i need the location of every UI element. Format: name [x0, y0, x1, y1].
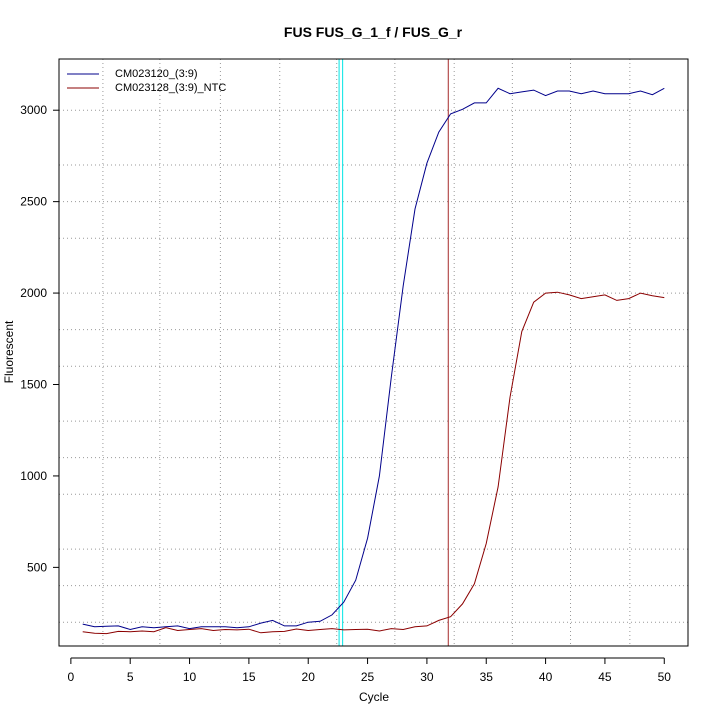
x-tick-label-7: 35	[480, 670, 494, 684]
x-axis-label: Cycle	[359, 690, 389, 704]
y-tick-label-3: 2000	[20, 286, 47, 300]
x-tick-label-2: 10	[183, 670, 197, 684]
x-tick-label-0: 0	[68, 670, 75, 684]
x-tick-label-1: 5	[127, 670, 134, 684]
grid	[59, 59, 689, 646]
y-tick-label-0: 500	[27, 560, 47, 574]
y-axis-label: Fluorescent	[2, 320, 16, 383]
x-axis: 0 5 10 15 20 25 30 35 40 45 50	[68, 657, 672, 684]
x-tick-label-4: 20	[302, 670, 316, 684]
x-tick-label-10: 50	[658, 670, 672, 684]
series-line-1	[82, 291, 665, 635]
x-tick-label-6: 30	[420, 670, 434, 684]
x-tick-label-3: 15	[242, 670, 256, 684]
series-lines	[82, 87, 665, 635]
x-tick-label-9: 45	[598, 670, 612, 684]
y-axis: 500 1000 1500 2000 2500 3000	[20, 103, 60, 574]
x-tick-label-5: 25	[361, 670, 375, 684]
y-tick-label-5: 3000	[20, 103, 47, 117]
y-tick-label-1: 1000	[20, 469, 47, 483]
series-line-0	[82, 87, 665, 631]
y-tick-label-2: 1500	[20, 378, 47, 392]
legend-label-0: CM023120_(3:9)	[115, 68, 198, 80]
legend-label-1: CM023128_(3:9)_NTC	[115, 82, 226, 94]
chart-title: FUS FUS_G_1_f / FUS_G_r	[284, 24, 463, 40]
threshold-lines	[338, 59, 449, 646]
x-tick-label-8: 40	[539, 670, 553, 684]
legend: CM023120_(3:9) CM023128_(3:9)_NTC	[67, 68, 226, 94]
y-tick-label-4: 2500	[20, 195, 47, 209]
